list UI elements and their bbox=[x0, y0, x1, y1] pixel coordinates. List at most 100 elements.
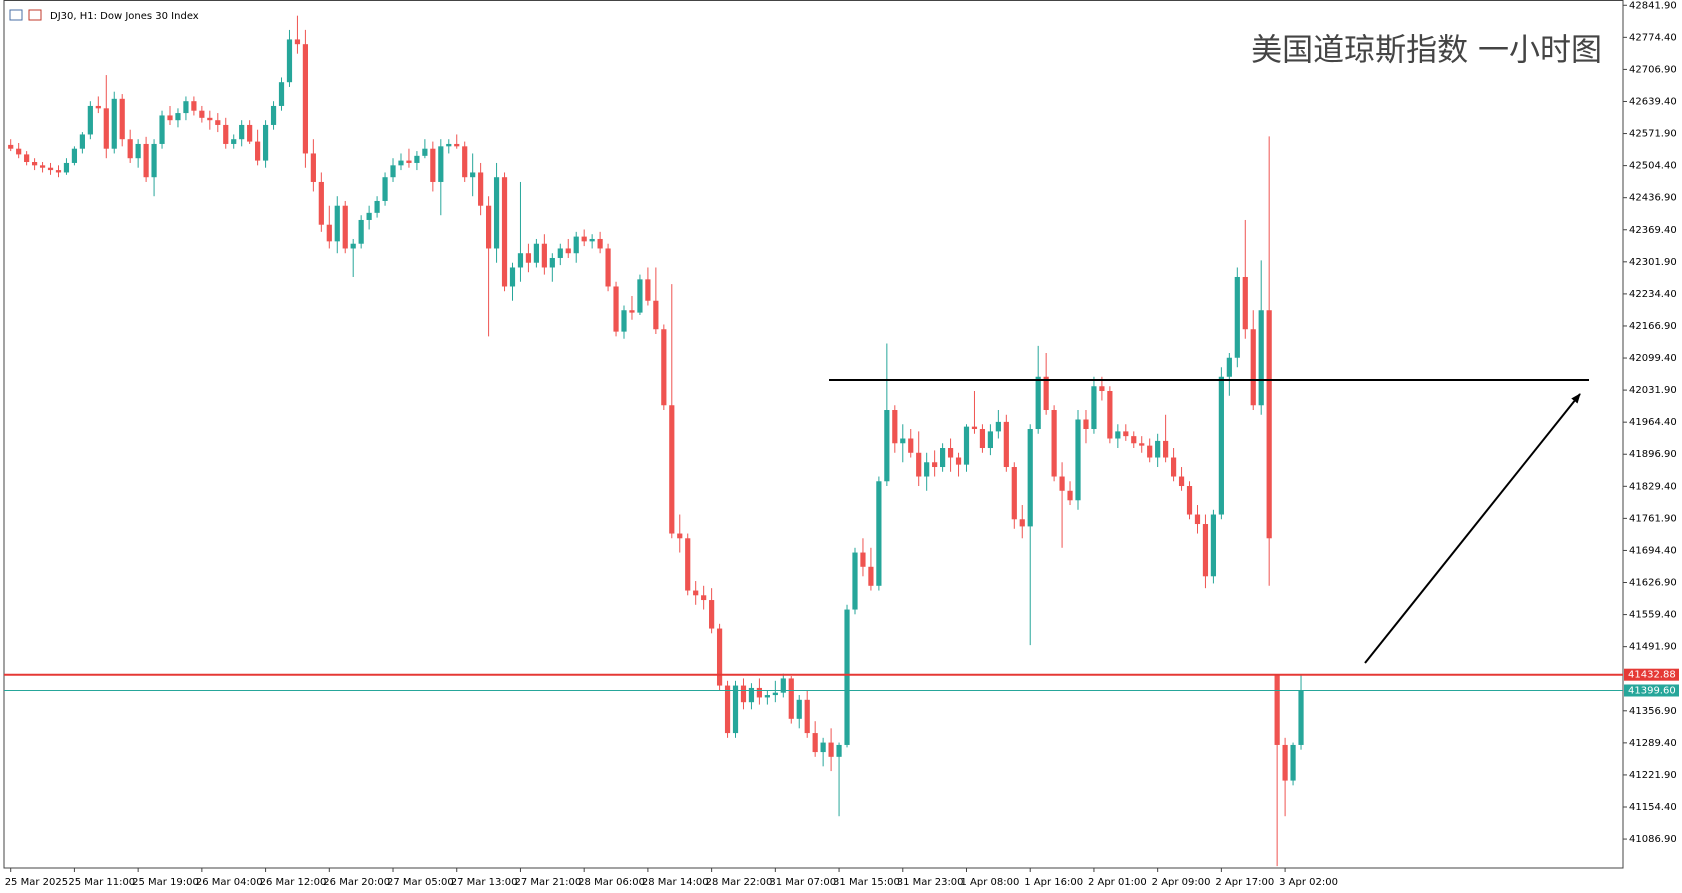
candle-body bbox=[812, 733, 818, 753]
y-tick-label: 42571.90 bbox=[1629, 129, 1677, 140]
candle-body bbox=[501, 177, 508, 287]
candle-body bbox=[390, 165, 396, 178]
candle-body bbox=[756, 687, 763, 698]
candle-body bbox=[55, 170, 62, 173]
candle-body bbox=[581, 236, 587, 242]
candle-body bbox=[63, 162, 70, 173]
candle-body bbox=[828, 742, 834, 757]
candle-body bbox=[255, 141, 261, 161]
candle-body bbox=[876, 481, 882, 586]
x-tick-label: 28 Mar 14:00 bbox=[642, 877, 709, 888]
candle-body bbox=[677, 533, 683, 539]
candle-body bbox=[1290, 744, 1296, 781]
candle-body bbox=[1083, 419, 1089, 430]
y-tick-label: 42099.40 bbox=[1629, 353, 1677, 364]
candle-body bbox=[223, 124, 229, 144]
candle-body bbox=[310, 153, 316, 182]
candle-body bbox=[358, 219, 364, 244]
candle-body bbox=[868, 566, 874, 586]
y-tick-label: 42639.40 bbox=[1629, 96, 1677, 107]
y-tick-label: 42369.40 bbox=[1629, 225, 1677, 236]
candle-body bbox=[860, 552, 866, 567]
candle-body bbox=[820, 742, 826, 753]
x-tick-label: 28 Mar 06:00 bbox=[578, 877, 645, 888]
candle-body bbox=[422, 148, 428, 156]
candle-body bbox=[804, 699, 810, 734]
candle-body bbox=[24, 154, 30, 163]
candle-body bbox=[111, 98, 117, 149]
y-tick-label: 42841.90 bbox=[1629, 0, 1677, 11]
candle-body bbox=[167, 115, 173, 121]
price-label: 41432.88 bbox=[1628, 670, 1676, 681]
plot-frame bbox=[3, 0, 1624, 869]
candle-body bbox=[987, 431, 993, 449]
candle-body bbox=[669, 405, 675, 534]
candle-body bbox=[979, 429, 986, 449]
candle-body bbox=[780, 678, 786, 693]
x-tick-label: 31 Mar 15:00 bbox=[833, 877, 900, 888]
y-tick-label: 42234.40 bbox=[1629, 289, 1677, 300]
candle-body bbox=[16, 148, 22, 155]
symbol-icons bbox=[9, 9, 42, 21]
candle-body bbox=[653, 300, 659, 330]
candle-body bbox=[621, 310, 627, 332]
candle-body bbox=[430, 148, 436, 182]
candle-body bbox=[47, 167, 54, 171]
candle-body bbox=[908, 438, 914, 453]
x-tick-label: 26 Mar 20:00 bbox=[323, 877, 390, 888]
candle-body bbox=[127, 139, 133, 159]
candle-body bbox=[788, 678, 794, 719]
candle-body bbox=[924, 462, 930, 477]
candle-body bbox=[398, 160, 404, 166]
candle-body bbox=[916, 452, 922, 477]
candle-body bbox=[302, 44, 309, 154]
x-tick-label: 25 Mar 2025 bbox=[5, 877, 68, 888]
icon bbox=[28, 9, 42, 21]
candle-body bbox=[334, 205, 340, 242]
candle-body bbox=[350, 243, 356, 249]
candle-body bbox=[772, 692, 778, 696]
y-tick-label: 41829.40 bbox=[1629, 481, 1677, 492]
candle-body bbox=[135, 143, 141, 159]
y-tick-label: 41356.90 bbox=[1629, 706, 1677, 717]
candle-body bbox=[732, 685, 739, 734]
candle-body bbox=[103, 108, 109, 149]
candle-body bbox=[709, 600, 715, 629]
candle-body bbox=[1274, 674, 1280, 745]
x-tick-label: 25 Mar 19:00 bbox=[132, 877, 199, 888]
candle-body bbox=[1202, 524, 1209, 577]
y-tick-label: 41154.40 bbox=[1629, 802, 1677, 813]
candle-body bbox=[1147, 445, 1153, 458]
candle-body bbox=[366, 212, 372, 220]
x-tick-label: 28 Mar 22:00 bbox=[706, 877, 773, 888]
candle-body bbox=[247, 124, 253, 142]
candle-body bbox=[796, 699, 802, 719]
candle-body bbox=[79, 134, 85, 149]
candle-body bbox=[995, 421, 1001, 432]
candle-body bbox=[239, 124, 245, 140]
candle-body bbox=[231, 139, 237, 144]
candle-body bbox=[1027, 429, 1033, 527]
candle-body bbox=[1075, 419, 1081, 501]
candle-body bbox=[143, 143, 149, 178]
y-tick-label: 41221.90 bbox=[1629, 770, 1677, 781]
x-tick-label: 3 Apr 02:00 bbox=[1279, 877, 1338, 888]
candle-body bbox=[1242, 276, 1248, 330]
candle-body bbox=[278, 82, 285, 106]
y-tick-label: 42301.90 bbox=[1629, 257, 1677, 268]
candle-body bbox=[565, 248, 571, 254]
candle-body bbox=[1123, 431, 1129, 437]
candle-body bbox=[509, 267, 516, 287]
candle-body bbox=[1139, 443, 1145, 446]
candle-body bbox=[1163, 440, 1169, 458]
candle-body bbox=[629, 310, 635, 313]
y-tick-label: 41289.40 bbox=[1629, 738, 1677, 749]
candle-body bbox=[1186, 486, 1193, 515]
candle-body bbox=[175, 113, 181, 121]
candle-body bbox=[1266, 310, 1272, 539]
x-tick-label: 25 Mar 11:00 bbox=[68, 877, 135, 888]
candle-body bbox=[1250, 329, 1256, 406]
candle-body bbox=[573, 236, 579, 254]
candle-body bbox=[318, 181, 324, 225]
